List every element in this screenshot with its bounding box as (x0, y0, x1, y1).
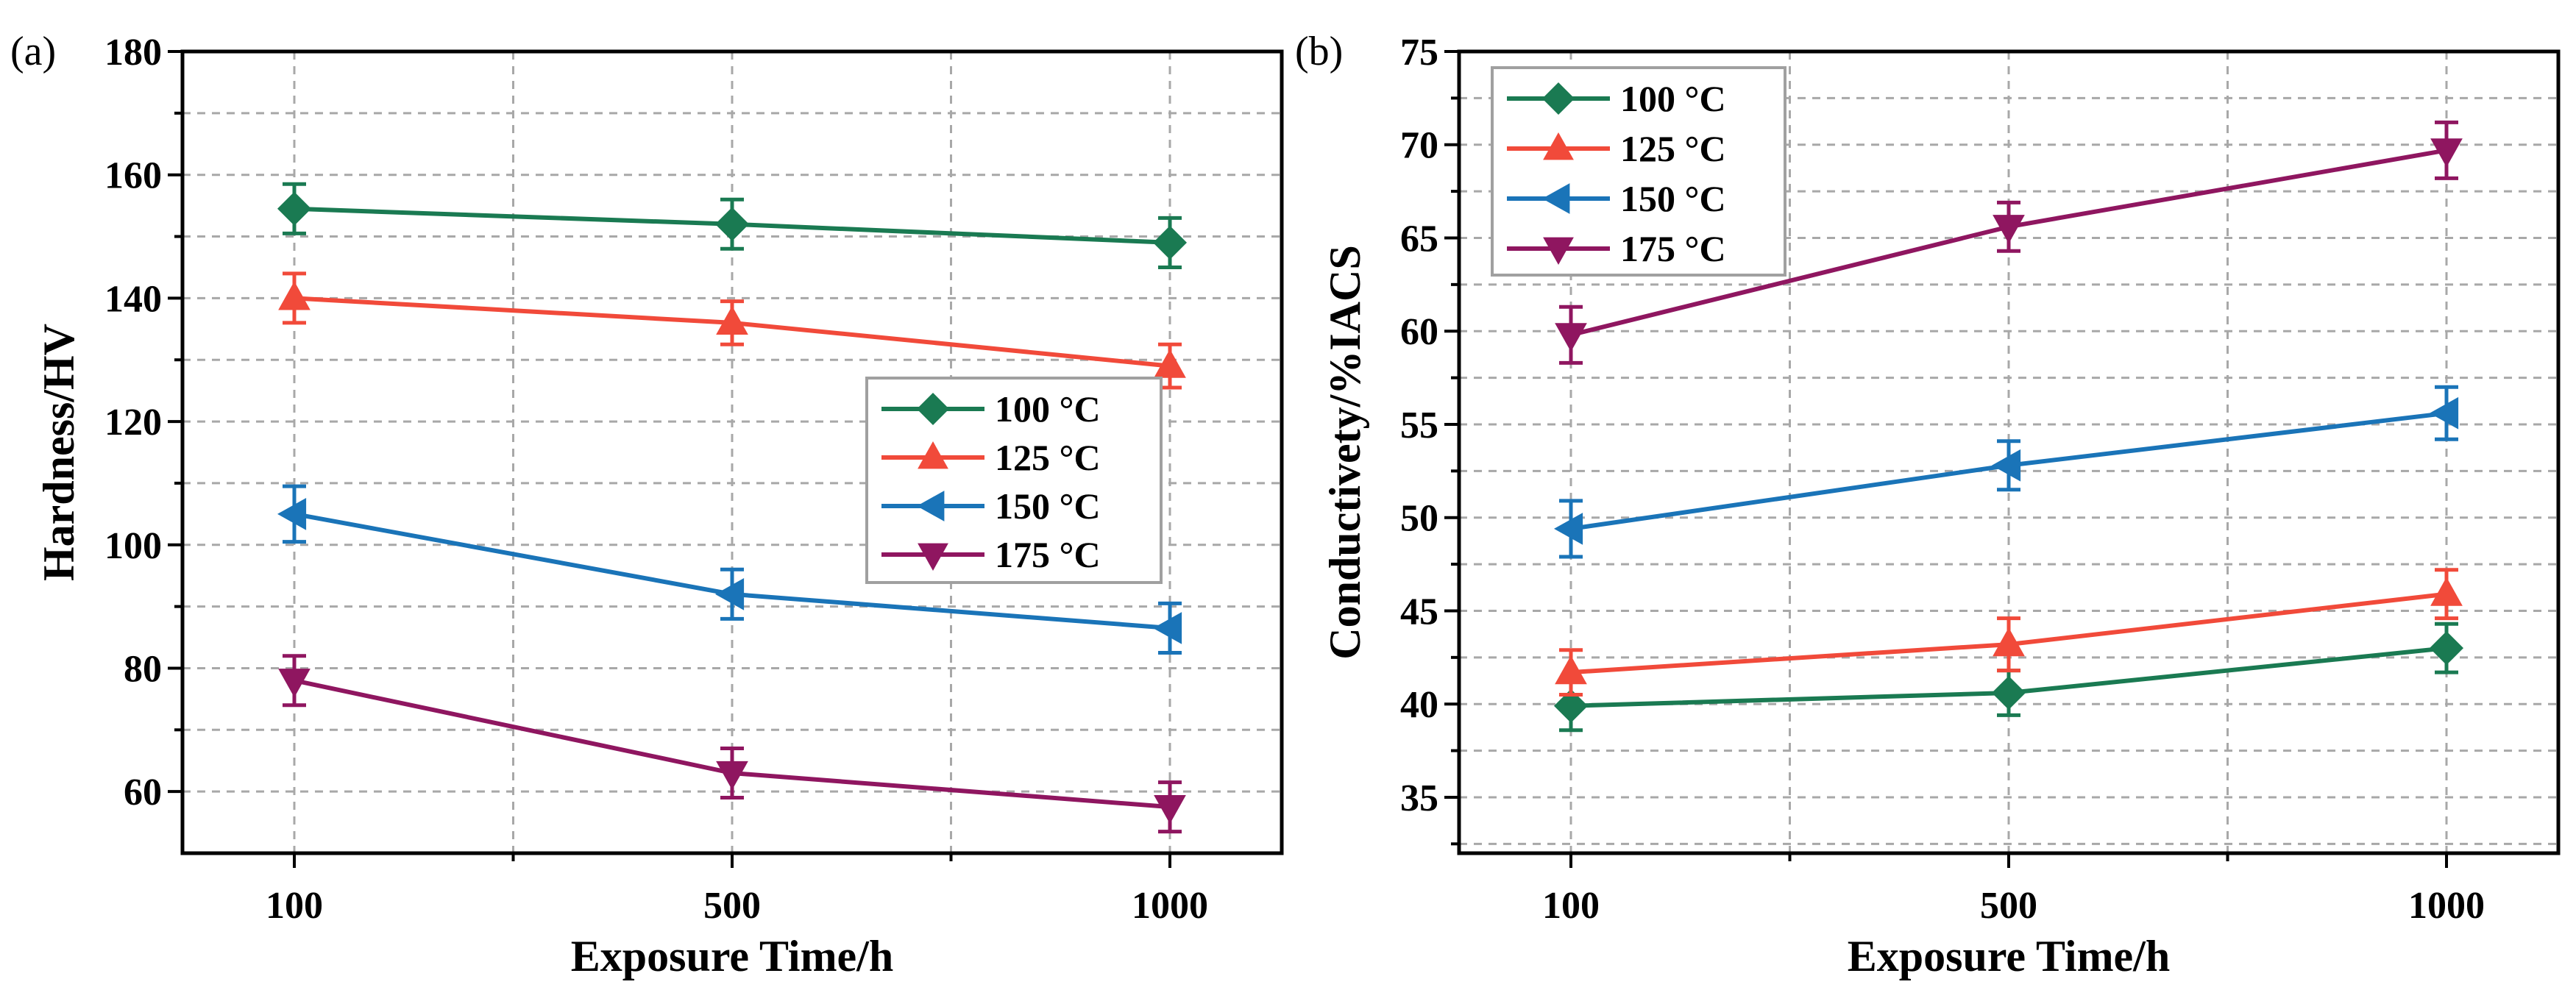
legend-marker (1542, 183, 1570, 214)
y-tick-label: 120 (104, 402, 162, 444)
y-tick-label: 100 (104, 525, 162, 567)
data-point (2430, 577, 2463, 606)
legend-label: 100 °C (995, 388, 1101, 430)
y-tick-label: 80 (124, 648, 162, 690)
data-point (1555, 323, 1587, 352)
gridlines (182, 51, 1282, 855)
x-tick-label: 1000 (2408, 885, 2485, 927)
x-axis-title: Exposure Time/h (571, 932, 893, 980)
data-point (1554, 513, 1583, 545)
legend-label: 175 °C (1620, 228, 1726, 269)
y-tick-label: 160 (104, 155, 162, 197)
legend-label: 175 °C (995, 534, 1101, 575)
data-point (715, 207, 749, 241)
y-tick-labels: 60 80 100 120 140 160 180 (104, 32, 162, 813)
legend-marker (918, 441, 948, 469)
data-point (1154, 795, 1186, 825)
legend-label: 125 °C (995, 437, 1101, 478)
x-axis-title: Exposure Time/h (1848, 932, 2170, 980)
panel-b-conductivity-chart: 35 40 45 50 55 60 65 70 75 100 500 1000 (b) Exposu… (1295, 29, 2561, 980)
panel-label: (b) (1295, 29, 1343, 74)
tick-marks (168, 50, 1171, 868)
data-point (1992, 676, 2026, 710)
y-tick-labels: 35 40 45 50 55 60 65 70 75 (1400, 32, 1438, 819)
legend: 100 °C 125 °C 150 °C 175 °C (865, 377, 1163, 584)
legend-box (865, 377, 1163, 584)
y-tick-label: 60 (124, 772, 162, 813)
y-tick-label: 75 (1400, 32, 1438, 74)
legend-marker (1543, 237, 1574, 265)
legend: 100 °C 125 °C 150 °C 175 °C (1491, 66, 1786, 277)
legend-label: 150 °C (1620, 178, 1726, 219)
legend-marker (917, 393, 949, 425)
y-tick-label: 180 (104, 32, 162, 74)
data-point (1992, 449, 2021, 482)
x-tick-labels: 100 500 1000 (1542, 885, 2485, 927)
y-tick-label: 65 (1400, 218, 1438, 260)
legend-label: 125 °C (1620, 128, 1726, 169)
legend-box (1491, 66, 1786, 277)
y-tick-label: 50 (1400, 498, 1438, 540)
series-group (1554, 120, 2463, 733)
data-point (2430, 396, 2459, 430)
legend-marker (917, 491, 945, 521)
data-point (278, 669, 311, 698)
data-point (2430, 631, 2463, 666)
y-axis-title: Hardness/HV (35, 324, 83, 581)
legend-marker (1542, 82, 1575, 115)
y-tick-label: 55 (1400, 405, 1438, 446)
data-point (1993, 215, 2025, 244)
data-point (1993, 627, 2025, 657)
data-point (715, 577, 745, 610)
y-tick-label: 40 (1400, 684, 1438, 726)
legend-label: 100 °C (1620, 78, 1726, 119)
data-point (1153, 612, 1182, 644)
y-axis-title: Conductivety/%IACS (1321, 245, 1369, 659)
legend-label: 150 °C (995, 485, 1101, 527)
x-tick-label: 100 (266, 885, 323, 927)
y-tick-label: 140 (104, 278, 162, 320)
tick-marks (1444, 50, 2448, 868)
data-point (278, 281, 311, 310)
legend-marker (918, 543, 948, 571)
x-tick-label: 1000 (1132, 885, 1208, 927)
y-tick-label: 70 (1400, 125, 1438, 167)
data-point (277, 497, 307, 530)
y-tick-label: 35 (1400, 777, 1438, 819)
data-point (716, 305, 748, 335)
data-point (1153, 225, 1187, 260)
data-point (1555, 655, 1587, 685)
legend-marker (1543, 132, 1574, 160)
x-tick-labels: 100 500 1000 (266, 885, 1208, 927)
panel-label: (a) (10, 29, 56, 74)
data-point (1154, 349, 1186, 378)
data-point (1554, 688, 1588, 723)
panel-a-hardness-chart: 60 80 100 120 140 160 180 100 500 1000 (a) Expos… (10, 29, 1284, 980)
series-group (277, 182, 1187, 834)
x-tick-label: 500 (703, 885, 761, 927)
data-point (716, 761, 748, 790)
x-tick-label: 500 (1980, 885, 2037, 927)
y-tick-label: 60 (1400, 311, 1438, 353)
data-point (2430, 138, 2463, 168)
data-point (277, 191, 311, 226)
y-tick-label: 45 (1400, 591, 1438, 633)
x-tick-label: 100 (1542, 885, 1600, 927)
